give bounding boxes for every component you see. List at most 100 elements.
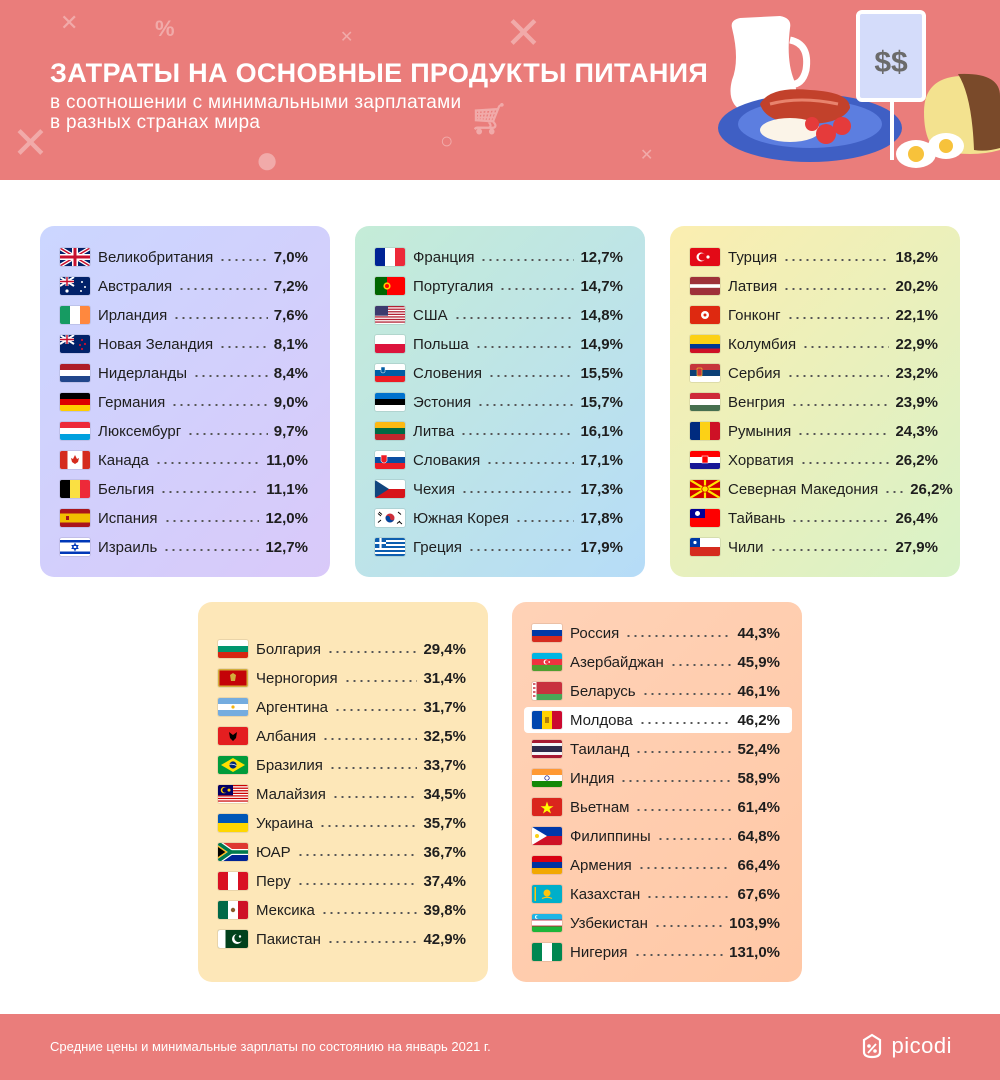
flag-serbia-icon [690, 364, 720, 382]
dot-leader [163, 520, 260, 522]
dot-leader [343, 680, 418, 682]
flag-usa-icon [375, 306, 405, 324]
country-name: Нигерия [570, 943, 628, 961]
flag-mexico-icon [218, 901, 248, 919]
cost-value: 7,6% [273, 306, 308, 324]
table-row: Ирландия 7,6% [60, 304, 308, 326]
cost-value: 66,4% [737, 856, 780, 874]
cost-value: 31,7% [423, 698, 466, 716]
country-name: Аргентина [256, 698, 328, 716]
cost-value: 42,9% [423, 930, 466, 948]
country-name: Россия [570, 624, 620, 642]
table-row: Нидерланды 8,4% [60, 362, 308, 384]
cost-value: 11,1% [266, 480, 308, 498]
dot-leader [783, 259, 890, 261]
country-group-card-2: Франция 12,7% Португалия 14,7% США 14,8% Польш… [355, 226, 645, 577]
dot-leader [641, 693, 732, 695]
country-name: Польша [413, 335, 469, 353]
table-row: Тайвань 26,4% [690, 507, 938, 529]
dot-leader [669, 664, 732, 666]
country-name: Турция [728, 248, 778, 266]
table-row: Греция 17,9% [375, 536, 623, 558]
table-row: Португалия 14,7% [375, 275, 623, 297]
brand-name: picodi [891, 1033, 952, 1058]
cost-value: 8,4% [273, 364, 308, 382]
dot-leader [480, 259, 575, 261]
table-row: Узбекистан 103,9% [532, 912, 780, 934]
flag-armenia-icon [532, 856, 562, 874]
country-name: Северная Македония [728, 480, 879, 498]
country-name: Сербия [728, 364, 781, 382]
dot-leader [296, 854, 418, 856]
flag-ireland-icon [60, 306, 90, 324]
subtitle-line-2: в разных странах мира [50, 112, 261, 133]
dot-leader [786, 375, 890, 377]
dot-leader [786, 317, 890, 319]
country-name: Ирландия [98, 306, 168, 324]
table-row: Украина 35,7% [218, 812, 466, 834]
cost-value: 46,2% [737, 711, 780, 729]
dot-leader [769, 549, 890, 551]
decor-cross-icon: ✕ [60, 10, 79, 35]
table-row: Аргентина 31,7% [218, 696, 466, 718]
flag-spain-icon [60, 509, 90, 527]
table-row: Албания 32,5% [218, 725, 466, 747]
cost-value: 67,6% [737, 885, 780, 903]
dot-leader [791, 520, 890, 522]
dot-leader [163, 549, 260, 551]
country-name: Германия [98, 393, 166, 411]
cost-value: 103,9% [729, 914, 780, 932]
cost-value: 58,9% [737, 769, 780, 787]
flag-nigeria-icon [532, 943, 562, 961]
country-name: Чили [728, 538, 764, 556]
table-row: США 14,8% [375, 304, 623, 326]
cost-value: 131,0% [729, 943, 780, 961]
flag-romania-icon [690, 422, 720, 440]
cost-value: 17,3% [580, 480, 623, 498]
country-group-card-3: Турция 18,2% Латвия 20,2% Гонконг 22,1% Колумб… [670, 226, 960, 577]
country-name: Малайзия [256, 785, 326, 803]
country-name: Армения [570, 856, 632, 874]
dot-leader [322, 738, 418, 740]
country-name: Греция [413, 538, 463, 556]
cost-value: 12,0% [265, 509, 308, 527]
brand-logo: picodi [858, 1032, 952, 1060]
country-name: Франция [413, 248, 475, 266]
dot-leader [799, 462, 890, 464]
table-row: Северная Македония 26,2% [690, 478, 953, 500]
cost-value: 17,8% [580, 509, 623, 527]
dot-leader [193, 375, 268, 377]
table-row: Азербайджан 45,9% [532, 651, 780, 673]
table-row: Венгрия 23,9% [690, 391, 938, 413]
flag-uk-icon [60, 248, 90, 266]
decor-cross-icon: ✕ [640, 147, 654, 164]
country-name: Филиппины [570, 827, 651, 845]
country-name: Пакистан [256, 930, 321, 948]
table-row: Латвия 20,2% [690, 275, 938, 297]
footer-banner: Средние цены и минимальные зарплаты по с… [0, 1014, 1000, 1080]
country-name: Болгария [256, 640, 321, 658]
flag-new-zealand-icon [60, 335, 90, 353]
table-row: Пакистан 42,9% [218, 928, 466, 950]
table-row: Индия 58,9% [532, 767, 780, 789]
decor-cross-icon: ✕ [340, 29, 354, 46]
flag-latvia-icon [690, 277, 720, 295]
table-row: Израиль 12,7% [60, 536, 308, 558]
dot-leader [620, 780, 732, 782]
dot-leader [477, 404, 575, 406]
dot-leader [790, 404, 890, 406]
cost-value: 16,1% [580, 422, 623, 440]
cost-value: 17,9% [580, 538, 623, 556]
country-name: Словения [413, 364, 483, 382]
decor-percent-icon: % [155, 16, 175, 41]
country-name: ЮАР [256, 843, 291, 861]
country-name: Израиль [98, 538, 158, 556]
cost-value: 26,4% [895, 509, 938, 527]
flag-pakistan-icon [218, 930, 248, 948]
cost-value: 36,7% [423, 843, 466, 861]
dot-leader [656, 838, 732, 840]
cost-value: 15,7% [580, 393, 623, 411]
country-group-card-1: Великобритания 7,0% Австралия 7,2% Ирландия 7… [40, 226, 330, 577]
cost-value: 7,2% [273, 277, 308, 295]
country-name: Словакия [413, 451, 481, 469]
